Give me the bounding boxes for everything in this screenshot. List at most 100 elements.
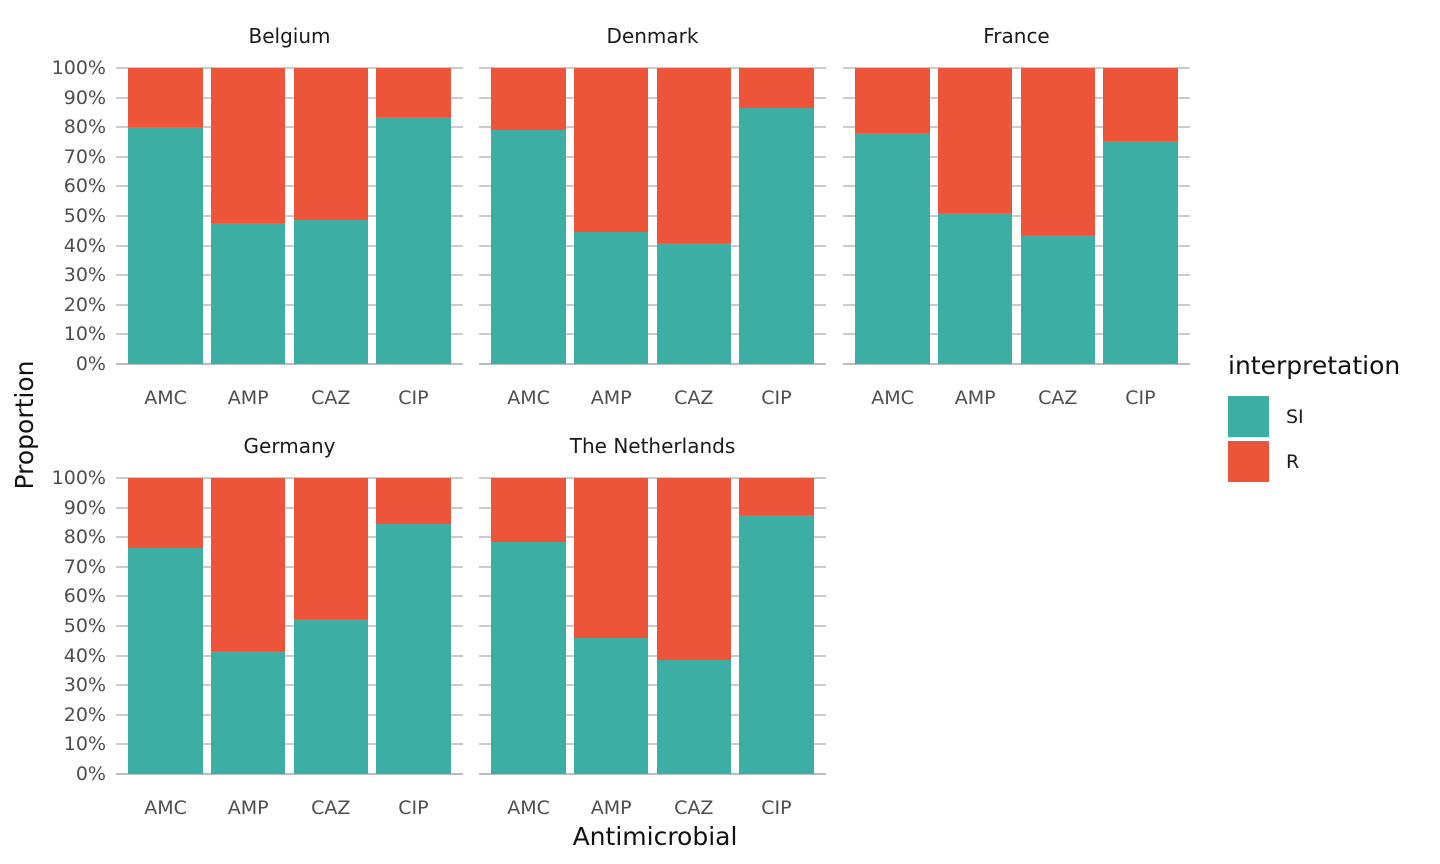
gridline-10pct <box>116 333 463 336</box>
y-tick-label-60pct: 60% <box>63 175 106 198</box>
facet-panel-germany <box>116 477 463 775</box>
gridline-0pct <box>479 773 826 775</box>
bar-segment-r-germany-cip <box>376 478 451 524</box>
x-tick-label-the-netherlands-caz: CAZ <box>674 797 714 819</box>
y-tick-label-0pct: 0% <box>75 763 106 785</box>
gridline-20pct <box>116 713 463 716</box>
gridline-50pct <box>479 625 826 627</box>
bar-segment-si-denmark-amp <box>574 232 649 364</box>
y-tick-label-30pct: 30% <box>63 674 106 697</box>
bar-segment-si-the-netherlands-amp <box>574 637 649 774</box>
facet-panel-belgium <box>116 67 463 365</box>
y-tick-label-80pct: 80% <box>63 116 106 139</box>
facet-title-denmark: Denmark <box>606 24 699 48</box>
bar-segment-si-denmark-amc <box>491 130 566 364</box>
x-tick-label-germany-amc: AMC <box>144 797 187 819</box>
bar-segment-si-france-amp <box>938 213 1013 364</box>
x-tick-label-germany-caz: CAZ <box>311 797 351 819</box>
gridline-50pct <box>843 215 1190 217</box>
gridline-30pct <box>116 684 463 687</box>
legend-title: interpretation <box>1228 351 1401 380</box>
gridline-90pct <box>116 96 463 99</box>
x-tick-label-denmark-amp: AMP <box>590 387 632 409</box>
y-tick-label-50pct: 50% <box>63 615 106 637</box>
facet-panel-france <box>843 67 1190 365</box>
y-tick-label-10pct: 10% <box>63 733 106 756</box>
bar-segment-r-germany-amc <box>128 478 203 548</box>
x-tick-label-france-amp: AMP <box>954 387 996 409</box>
facet-title-belgium: Belgium <box>248 24 331 48</box>
gridline-70pct <box>479 155 826 158</box>
bar-segment-si-belgium-caz <box>293 220 368 364</box>
gridline-80pct <box>116 536 463 539</box>
bar-segment-r-france-caz <box>1020 68 1095 236</box>
x-tick-label-the-netherlands-amp: AMP <box>590 797 632 819</box>
x-tick-label-belgium-cip: CIP <box>398 387 429 409</box>
gridline-70pct <box>116 155 463 158</box>
bar-segment-r-france-cip <box>1103 68 1178 141</box>
gridline-60pct <box>843 185 1190 188</box>
gridline-20pct <box>843 303 1190 306</box>
gridline-40pct <box>479 244 826 247</box>
bar-segment-si-belgium-amc <box>128 127 203 364</box>
bar-segment-r-the-netherlands-cip <box>739 478 814 515</box>
gridline-90pct <box>116 506 463 509</box>
gridline-10pct <box>843 333 1190 336</box>
y-tick-label-30pct: 30% <box>63 264 106 287</box>
y-tick-label-80pct: 80% <box>63 526 106 549</box>
y-tick-label-70pct: 70% <box>63 145 106 168</box>
gridline-80pct <box>843 126 1190 129</box>
gridline-50pct <box>116 625 463 627</box>
gridline-40pct <box>843 244 1190 247</box>
gridline-10pct <box>479 743 826 746</box>
bar-segment-si-france-caz <box>1020 235 1095 364</box>
gridline-0pct <box>116 773 463 775</box>
gridline-80pct <box>479 536 826 539</box>
gridline-60pct <box>479 595 826 598</box>
y-tick-label-90pct: 90% <box>63 86 106 109</box>
y-tick-label-100pct: 100% <box>51 467 106 489</box>
bar-segment-r-denmark-amp <box>574 68 649 233</box>
gridline-20pct <box>479 303 826 306</box>
y-tick-label-50pct: 50% <box>63 205 106 227</box>
gridline-90pct <box>479 506 826 509</box>
facet-panel-the-netherlands <box>479 477 826 775</box>
y-tick-label-60pct: 60% <box>63 585 106 608</box>
gridline-0pct <box>116 363 463 365</box>
facet-title-the-netherlands: The Netherlands <box>569 434 736 458</box>
gridline-90pct <box>479 96 826 99</box>
y-tick-label-90pct: 90% <box>63 496 106 519</box>
bar-segment-r-the-netherlands-amc <box>491 478 566 542</box>
bar-segment-si-france-amc <box>855 133 930 364</box>
bar-segment-r-france-amc <box>855 68 930 134</box>
gridline-60pct <box>116 595 463 598</box>
gridline-100pct <box>479 67 826 69</box>
bar-segment-r-denmark-caz <box>656 68 731 243</box>
y-tick-label-20pct: 20% <box>63 293 106 316</box>
gridline-100pct <box>843 67 1190 69</box>
bar-segment-si-germany-cip <box>376 523 451 774</box>
x-tick-label-denmark-cip: CIP <box>761 387 792 409</box>
gridline-0pct <box>479 363 826 365</box>
bar-segment-si-the-netherlands-caz <box>656 660 731 774</box>
gridline-20pct <box>116 303 463 306</box>
bar-segment-r-denmark-cip <box>739 68 814 108</box>
bar-segment-si-the-netherlands-cip <box>739 515 814 774</box>
x-tick-label-germany-amp: AMP <box>227 797 269 819</box>
gridline-70pct <box>116 565 463 568</box>
y-tick-label-100pct: 100% <box>51 57 106 79</box>
y-tick-label-20pct: 20% <box>63 703 106 726</box>
legend-item-r: R <box>1228 441 1438 482</box>
y-tick-label-40pct: 40% <box>63 644 106 667</box>
legend-key-si <box>1228 396 1269 437</box>
bar-segment-r-the-netherlands-caz <box>656 478 731 661</box>
gridline-40pct <box>479 654 826 657</box>
legend-item-si: SI <box>1228 396 1438 437</box>
bar-segment-r-belgium-cip <box>376 68 451 117</box>
gridline-100pct <box>479 477 826 479</box>
gridline-80pct <box>479 126 826 129</box>
gridline-50pct <box>116 215 463 217</box>
y-tick-label-40pct: 40% <box>63 234 106 257</box>
gridline-90pct <box>843 96 1190 99</box>
facet-title-germany: Germany <box>243 434 336 458</box>
